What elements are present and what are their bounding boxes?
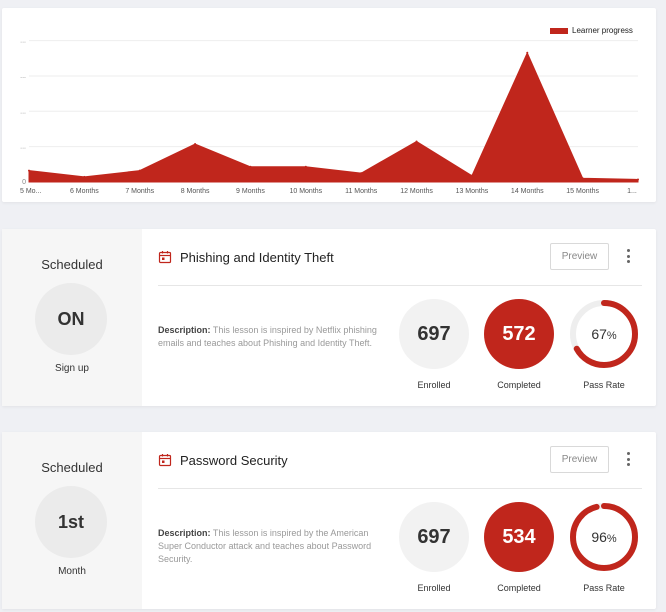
data-point [637, 178, 639, 181]
pass-rate-stat: 67% Pass Rate [559, 299, 649, 390]
calendar-icon [158, 251, 172, 264]
pass-rate-unit: % [606, 533, 617, 545]
learner-progress-chart: 0............ 5 Mo... 6 Months 7 Months 8 Mo… [20, 26, 639, 195]
lesson-description: Description: This lesson is inspired by … [158, 527, 393, 566]
learner-progress-chart-card: 0............ 5 Mo... 6 Months 7 Months 8 Mo… [2, 8, 656, 202]
x-tick-label: 10 Months [289, 188, 322, 195]
completed-label: Completed [497, 380, 541, 390]
y-tick-label: ... [20, 144, 26, 151]
enrolled-count: 697 [399, 299, 469, 369]
data-point [28, 169, 30, 172]
data-point [526, 51, 529, 54]
preview-button[interactable]: Preview [550, 446, 609, 473]
completed-stat: 572 Completed [474, 299, 564, 390]
pass-rate-label: Pass Rate [583, 380, 625, 390]
schedule-trigger: Month [58, 566, 86, 577]
data-point [138, 169, 141, 172]
lesson-title: Phishing and Identity Theft [180, 249, 334, 265]
pass-rate-stat: 96% Pass Rate [559, 502, 649, 593]
data-point [304, 165, 307, 168]
data-point [83, 175, 86, 178]
lesson-title: Password Security [180, 452, 288, 468]
y-tick-label: 0 [22, 179, 26, 186]
y-tick-label: ... [20, 38, 26, 45]
description-label: Description: [158, 528, 211, 538]
enrolled-label: Enrolled [417, 380, 451, 390]
more-options-icon[interactable] [621, 450, 635, 468]
schedule-value-circle: 1st [35, 486, 107, 558]
enrolled-count: 697 [399, 502, 469, 572]
completed-stat: 534 Completed [474, 502, 564, 593]
legend-swatch [550, 28, 568, 34]
lesson-header: Password Security [158, 452, 288, 468]
x-tick-label: 5 Mo... [20, 188, 41, 195]
description-text: This lesson is inspired by the American … [158, 528, 372, 564]
lesson-description: Description: This lesson is inspired by … [158, 324, 393, 350]
description-label: Description: [158, 325, 211, 335]
divider [158, 285, 642, 286]
schedule-title: Scheduled [41, 257, 103, 272]
data-point [249, 165, 252, 168]
completed-count: 534 [484, 502, 554, 572]
x-tick-label: 9 Months [236, 188, 265, 195]
schedule-trigger: Sign up [55, 363, 89, 374]
lesson-card: Scheduled 1st Month Password Security Pr… [2, 432, 656, 609]
y-tick-label: ... [20, 108, 26, 115]
preview-button[interactable]: Preview [550, 243, 609, 270]
data-point [470, 174, 473, 177]
lesson-card: Scheduled ON Sign up Phishing and Identi… [2, 229, 656, 406]
pass-rate-label: Pass Rate [583, 583, 625, 593]
pass-rate-unit: % [606, 330, 617, 342]
more-options-icon[interactable] [621, 247, 635, 265]
data-point [360, 172, 363, 175]
x-tick-label: 1... [627, 188, 637, 195]
x-tick-label: 8 Months [181, 188, 210, 195]
x-tick-label: 13 Months [456, 188, 489, 195]
pass-rate-value: 96 [591, 529, 607, 545]
x-tick-label: 6 Months [70, 188, 99, 195]
enrolled-label: Enrolled [417, 583, 451, 593]
enrolled-stat: 697 Enrolled [389, 299, 479, 390]
data-point [415, 140, 418, 143]
pass-rate-value: 67 [591, 326, 607, 342]
x-tick-label: 12 Months [400, 188, 433, 195]
legend-label: Learner progress [572, 26, 633, 35]
series-area-learner-progress [28, 51, 639, 183]
completed-label: Completed [497, 583, 541, 593]
divider [158, 488, 642, 489]
completed-count: 572 [484, 299, 554, 369]
description-text: This lesson is inspired by Netflix phish… [158, 325, 377, 348]
schedule-panel: Scheduled ON Sign up [2, 229, 142, 406]
x-tick-label: 14 Months [511, 188, 544, 195]
pass-rate-ring: 96% [569, 502, 639, 572]
data-point [194, 143, 197, 145]
data-point [581, 177, 584, 180]
x-tick-label: 11 Months [345, 188, 378, 195]
enrolled-stat: 697 Enrolled [389, 502, 479, 593]
lesson-header: Phishing and Identity Theft [158, 249, 334, 265]
schedule-title: Scheduled [41, 460, 103, 475]
x-tick-label: 7 Months [125, 188, 154, 195]
schedule-value-circle: ON [35, 283, 107, 355]
y-tick-label: ... [20, 73, 26, 80]
calendar-icon [158, 454, 172, 467]
x-tick-label: 15 Months [566, 188, 599, 195]
pass-rate-ring: 67% [569, 299, 639, 369]
schedule-panel: Scheduled 1st Month [2, 432, 142, 609]
